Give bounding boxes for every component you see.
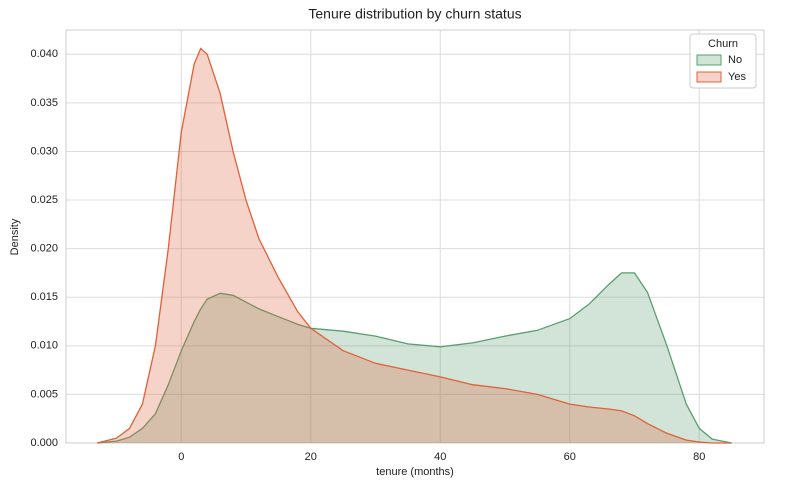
legend-swatch (696, 54, 722, 66)
legend-swatch (696, 71, 722, 83)
legend-box (689, 33, 757, 89)
y-tick-label: 0.020 (30, 243, 58, 255)
y-tick-label: 0.005 (30, 388, 58, 400)
x-tick-label: 60 (564, 451, 576, 463)
x-axis-label: tenure (months) (376, 466, 454, 478)
x-tick-label: 0 (178, 451, 184, 463)
x-tick-label: 80 (693, 451, 705, 463)
density-area (97, 48, 732, 443)
y-tick-label: 0.035 (30, 97, 58, 109)
y-tick-label: 0.015 (30, 291, 58, 303)
density-area (97, 272, 732, 443)
y-tick-label: 0.030 (30, 145, 58, 157)
legend-title: Churn (708, 38, 738, 50)
legend: Churn No Yes (689, 33, 757, 89)
y-tick-label: 0.040 (30, 48, 58, 60)
x-tick-label: 40 (434, 451, 446, 463)
y-axis-label: Density (9, 218, 21, 255)
plot-frame (65, 29, 765, 444)
chart-title: Tenure distribution by churn status (308, 6, 521, 22)
y-tick-label: 0.025 (30, 194, 58, 206)
y-tick-label: 0.000 (30, 437, 58, 449)
density-line (96, 47, 732, 444)
legend-label: No (728, 54, 742, 66)
y-tick-label: 0.010 (30, 340, 58, 352)
legend-label: Yes (728, 71, 746, 83)
density-line (97, 272, 732, 444)
x-tick-label: 20 (305, 451, 317, 463)
